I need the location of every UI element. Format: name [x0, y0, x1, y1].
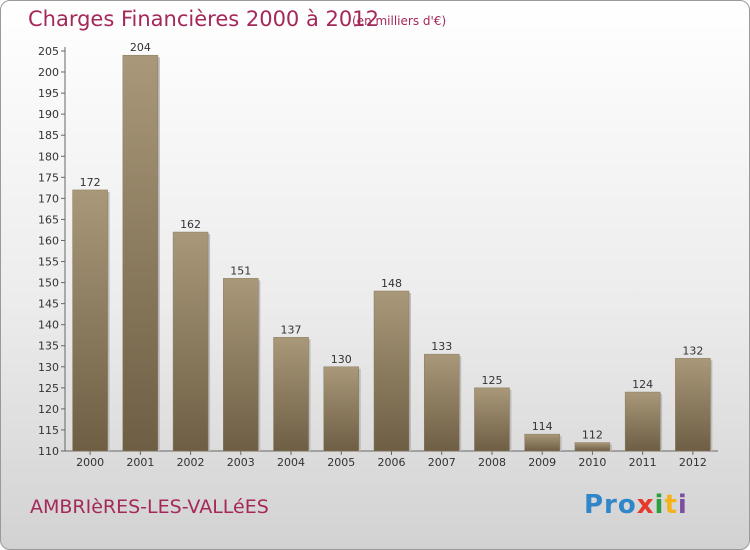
value-label: 204: [130, 41, 151, 54]
x-tick-label: 2008: [478, 456, 506, 469]
logo-part: Pro: [584, 490, 637, 520]
y-tick-label: 130: [38, 361, 59, 374]
x-tick-label: 2011: [629, 456, 657, 469]
y-tick-label: 170: [38, 192, 59, 205]
y-tick-label: 200: [38, 66, 59, 79]
bars-group: [72, 54, 713, 452]
axes: 110 115 120 125 130 135 140 145 150 155 160 165 170 1…: [38, 45, 718, 458]
value-label: 114: [532, 420, 553, 433]
y-tick-label: 195: [38, 87, 59, 100]
bar: [373, 290, 410, 452]
x-tick-label: 2006: [378, 456, 406, 469]
logo-part: x: [636, 490, 655, 520]
bar: [624, 391, 661, 452]
value-label: 132: [682, 344, 703, 357]
y-tick-label: 125: [38, 382, 59, 395]
x-tick-label: 2010: [578, 456, 606, 469]
chart-subtitle: (en milliers d'€): [352, 14, 447, 28]
bar: [574, 442, 611, 452]
chart-title: Charges Financières 2000 à 2012: [28, 7, 379, 31]
value-label: 130: [331, 353, 352, 366]
labels-group: 172 2000 204 2001 162 2002 151 2003 137 2004 130 20…: [76, 41, 707, 469]
bar: [72, 189, 108, 452]
x-tick-label: 2003: [227, 456, 255, 469]
y-tick-label: 205: [38, 45, 59, 58]
y-tick-label: 160: [38, 234, 59, 247]
value-label: 125: [481, 374, 502, 387]
x-tick-label: 2002: [177, 456, 205, 469]
x-tick-label: 2000: [76, 456, 104, 469]
bar: [474, 387, 510, 452]
bar: [223, 278, 259, 452]
x-tick-label: 2005: [327, 456, 355, 469]
y-tick-label: 155: [38, 256, 59, 269]
y-tick-label: 135: [38, 340, 59, 353]
bar: [675, 358, 711, 452]
x-tick-label: 2007: [428, 456, 456, 469]
y-tick-label: 110: [38, 445, 59, 458]
y-tick-label: 140: [38, 319, 59, 332]
y-tick-label: 120: [38, 403, 59, 416]
value-label: 124: [632, 378, 653, 391]
bar: [323, 366, 360, 452]
value-label: 137: [281, 323, 302, 336]
value-label: 112: [582, 429, 603, 442]
x-tick-label: 2001: [126, 456, 154, 469]
logo-part: t: [664, 490, 678, 520]
location-name: AMBRIèRES-LES-VALLéES: [30, 496, 269, 518]
x-tick-label: 2004: [277, 456, 305, 469]
bar: [524, 433, 560, 452]
value-label: 172: [80, 176, 101, 189]
proxiti-logo[interactable]: Proxiti: [584, 490, 688, 520]
bar: [423, 353, 460, 452]
y-tick-label: 150: [38, 277, 59, 290]
y-tick-label: 165: [38, 213, 59, 226]
y-tick-label: 180: [38, 150, 59, 163]
x-tick-label: 2012: [679, 456, 707, 469]
y-tick-label: 190: [38, 108, 59, 121]
y-tick-label: 175: [38, 171, 59, 184]
y-tick-label: 115: [38, 424, 59, 437]
value-label: 151: [230, 264, 251, 277]
value-label: 133: [431, 340, 452, 353]
y-tick-label: 185: [38, 129, 59, 142]
bar: [172, 231, 209, 452]
logo-part: i: [654, 490, 665, 520]
logo-part: i: [677, 490, 688, 520]
bar: [122, 54, 159, 452]
value-label: 148: [381, 277, 402, 290]
x-tick-label: 2009: [528, 456, 556, 469]
y-tick-label: 145: [38, 298, 59, 311]
value-label: 162: [180, 218, 201, 231]
bar: [273, 337, 309, 452]
